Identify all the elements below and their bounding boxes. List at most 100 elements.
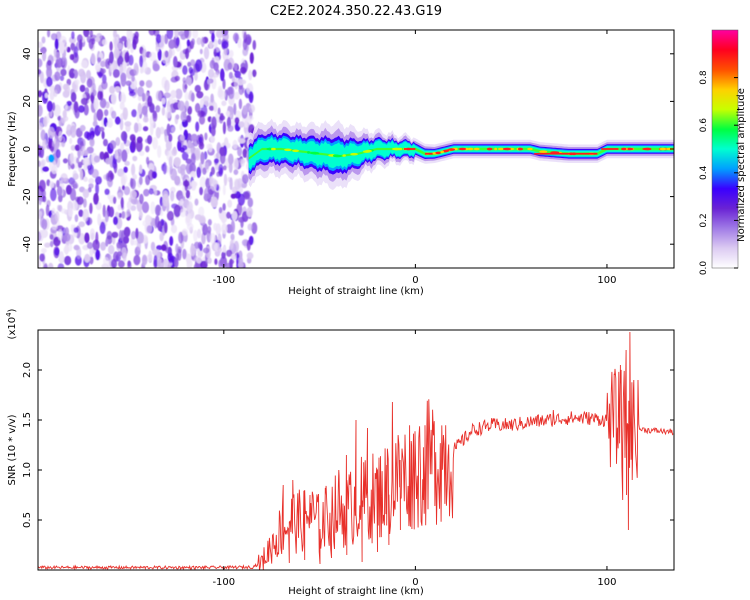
spectrogram-noise-cell <box>242 105 248 115</box>
spectrogram-noise-cell <box>101 39 108 46</box>
spectrogram-noise-cell <box>115 137 121 146</box>
spectrogram-noise-cell <box>231 210 238 221</box>
spectrogram-noise-cell <box>150 241 156 252</box>
spectrogram-noise-cell <box>148 188 154 195</box>
spectrogram-noise-cell <box>57 263 65 268</box>
spectrogram-noise-cell <box>161 97 166 105</box>
spectrogram-noise-cell <box>139 55 144 68</box>
spectrogram-noise-cell <box>155 90 162 102</box>
spectrogram-noise-cell <box>68 153 74 166</box>
spectrogram-noise-cell <box>248 115 254 121</box>
spectrogram-noise-cell <box>92 239 100 251</box>
spectrogram-noise-cell <box>186 39 190 47</box>
spectrogram-y-ticks: -40 -20 0 20 40 <box>22 47 674 252</box>
spectrogram-noise-cell <box>73 244 80 251</box>
spectrogram-noise-cell <box>221 100 227 107</box>
spectrogram-noise-cell <box>222 78 226 90</box>
spectrogram-noise-cell <box>139 193 144 205</box>
spectrogram-noise-cell <box>83 104 89 116</box>
spectrogram-noise-cell <box>202 167 207 175</box>
spectrogram-noise-cell <box>175 37 180 47</box>
spectrogram-noise-cell <box>227 62 233 70</box>
spectrogram-noise-cell <box>190 152 196 166</box>
spectrogram-noise-cell <box>238 98 243 110</box>
spectrogram-noise-cell <box>165 246 173 254</box>
spectrogram-noise-cell <box>229 258 233 268</box>
figure-title: C2E2.2024.350.22.43.G19 <box>270 4 442 19</box>
spectrogram-hotspot <box>284 148 292 152</box>
spectrogram-noise-cell <box>131 240 138 246</box>
spectrogram-noise-cell <box>222 184 226 196</box>
spectrogram-noise-cell <box>246 252 254 260</box>
spectrogram-noise-cell <box>145 145 150 153</box>
spectrogram-noise-cell <box>76 157 80 164</box>
spectrogram-hotspot <box>467 147 474 151</box>
spectrogram-noise-cell <box>99 221 106 234</box>
spectrogram-noise-cell <box>148 163 155 172</box>
spectrogram-noise-cell <box>105 158 111 165</box>
spectrogram-noise-cell <box>83 176 88 182</box>
spectrogram-noise-cell <box>156 245 163 251</box>
spectrogram-noise-cell <box>148 30 156 36</box>
spectrogram-noise-cell <box>208 143 213 153</box>
spectrogram-noise-cell <box>125 80 132 86</box>
spectrogram-hotspot <box>350 152 358 156</box>
spectrogram-noise-cell <box>223 173 228 186</box>
spectrogram-noise-cell <box>76 196 84 205</box>
spectrogram-x-tick-label: -100 <box>212 275 235 286</box>
spectrogram-noise-cell <box>194 198 199 206</box>
spectrogram-noise-cell <box>244 121 248 128</box>
spectrogram-noise-cell <box>109 41 113 51</box>
spectrogram-noise-cell <box>210 196 218 208</box>
spectrogram-noise-cell <box>174 175 181 186</box>
spectrogram-noise-cell <box>246 239 251 251</box>
spectrogram-noise-cell <box>54 71 61 81</box>
spectrogram-hotspot <box>292 149 299 153</box>
spectrogram-noise-cell <box>155 34 162 44</box>
spectrogram-noise-cell <box>178 195 186 202</box>
spectrogram-noise-cell <box>239 79 247 85</box>
spectrogram-noise-cell <box>154 204 162 216</box>
spectrogram-noise-cell <box>193 263 200 268</box>
spectrogram-noise-cell <box>214 258 218 266</box>
spectrogram-noise-cell <box>43 263 48 268</box>
spectrogram-noise-cell <box>146 225 153 234</box>
spectrogram-noise-cell <box>177 100 185 111</box>
spectrogram-noise-cell <box>199 48 203 55</box>
spectrogram-noise-cell <box>178 30 185 37</box>
spectrogram-noise-cell <box>185 189 191 199</box>
spectrogram-hotspot <box>487 147 492 151</box>
spectrogram-noise-cell <box>157 220 162 232</box>
spectrogram-noise-cell <box>95 176 102 185</box>
spectrogram-noise-cell <box>61 117 66 124</box>
spectrogram-noise-cell <box>186 201 193 214</box>
spectrogram-noise-cell <box>119 64 124 74</box>
spectrogram-noise-cell <box>213 102 218 113</box>
spectrogram-noise-cell <box>240 66 247 74</box>
spectrogram-noise-cell <box>192 30 199 39</box>
spectrogram-noise-cell <box>83 30 90 38</box>
spectrogram-noise-cell <box>118 212 122 219</box>
spectrogram-noise-cell <box>103 256 110 266</box>
spectrogram-noise-cell <box>71 31 75 40</box>
spectrogram-noise-cell <box>233 91 240 100</box>
spectrogram-hotspot <box>392 147 400 151</box>
spectrogram-noise-cell <box>164 129 168 143</box>
spectrogram-noise-cell <box>161 106 166 116</box>
spectrogram-noise-cell <box>78 209 84 217</box>
spectrogram-noise-cell <box>222 245 226 253</box>
spectrogram-noise-cell <box>238 229 244 236</box>
spectrogram-noise-cell <box>89 137 95 147</box>
spectrogram-noise-cell <box>238 256 244 268</box>
spectrogram-noise-cell <box>215 30 223 39</box>
spectrogram-noise-cell <box>196 255 202 264</box>
spectrogram-noise-cell <box>132 155 138 162</box>
spectrogram-noise-cell <box>113 216 119 226</box>
spectrogram-noise-cell <box>77 161 83 168</box>
spectrogram-noise-cell <box>131 230 137 240</box>
spectrogram-noise-cell <box>193 229 198 242</box>
spectrogram-noise-cell <box>149 123 154 136</box>
spectrogram-noise-cell <box>252 69 257 78</box>
spectrogram-noise-cell <box>157 145 162 159</box>
spectrogram-noise-cell <box>129 190 137 200</box>
